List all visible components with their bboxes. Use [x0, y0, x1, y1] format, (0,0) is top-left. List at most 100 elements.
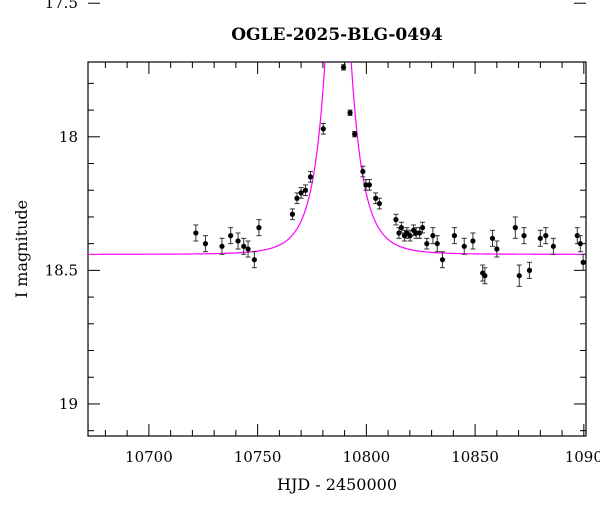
y-tick-label: 18.5 [45, 261, 78, 279]
point-marker [419, 225, 426, 231]
point-marker [543, 233, 549, 239]
data-point [424, 237, 430, 250]
data-point [461, 237, 467, 255]
data-point [302, 184, 309, 197]
point-marker [417, 230, 423, 236]
plot-frame [87, 61, 587, 437]
data-point [550, 237, 556, 255]
data-point [289, 208, 296, 221]
point-marker [376, 200, 383, 207]
x-axis-label: HJD - 2450000 [277, 475, 397, 494]
data-point [398, 221, 404, 234]
point-marker [434, 241, 440, 247]
point-marker [202, 241, 209, 247]
data-point [245, 240, 251, 258]
data-point [256, 219, 262, 237]
point-marker [373, 195, 379, 201]
data-point [434, 235, 440, 253]
point-marker [550, 243, 556, 249]
point-marker [494, 246, 500, 252]
point-marker [393, 217, 399, 223]
point-marker [256, 225, 262, 231]
data-point [451, 227, 458, 245]
data-point [419, 221, 426, 234]
x-tick-label: 1090 [565, 448, 600, 466]
data-point [193, 224, 199, 242]
data-point [366, 179, 373, 191]
x-tick-label: 10800 [342, 448, 390, 466]
point-marker [245, 246, 251, 252]
data-point [537, 229, 543, 247]
axis-ticks [88, 2, 586, 436]
point-marker [489, 235, 496, 241]
model-curve [88, 62, 586, 255]
point-marker [352, 131, 358, 137]
point-marker [461, 243, 467, 249]
point-marker [366, 182, 373, 188]
data-point [352, 130, 358, 138]
point-marker [526, 267, 533, 273]
point-marker [516, 273, 522, 279]
point-marker [580, 259, 586, 265]
point-marker [219, 243, 225, 249]
y-axis-label: I magnitude [12, 200, 31, 298]
point-marker [294, 195, 300, 201]
data-point [320, 122, 326, 135]
point-marker [235, 238, 241, 244]
x-tick-label: 10850 [451, 448, 499, 466]
point-marker [289, 211, 296, 217]
point-marker [302, 187, 309, 193]
point-marker [577, 241, 583, 247]
point-marker [512, 225, 518, 231]
data-point [417, 227, 423, 239]
data-point [298, 187, 304, 199]
point-marker [407, 233, 413, 239]
data-point [307, 171, 314, 183]
point-marker [451, 233, 458, 239]
data-point [526, 261, 533, 279]
data-point [219, 237, 225, 255]
x-tick-label: 10700 [125, 448, 173, 466]
data-point [577, 235, 583, 253]
point-marker [537, 235, 543, 241]
data-points [193, 64, 586, 287]
data-point [543, 227, 549, 245]
point-marker [482, 273, 488, 279]
data-point [512, 216, 518, 239]
data-point [360, 165, 366, 178]
chart-title: OGLE-2025-BLG-0494 [231, 25, 443, 45]
point-marker [251, 257, 257, 263]
point-marker [241, 243, 247, 249]
point-marker [193, 230, 199, 236]
data-point [376, 197, 383, 210]
data-point [241, 237, 247, 255]
data-point [393, 213, 399, 226]
y-tick-label: 18 [59, 128, 78, 146]
x-tick-label: 10750 [234, 448, 282, 466]
data-point [494, 240, 500, 258]
point-marker [521, 233, 527, 239]
point-marker [470, 238, 476, 244]
y-tick-label: 19 [59, 395, 78, 413]
point-marker [320, 126, 326, 132]
point-marker [228, 233, 234, 239]
point-marker [298, 190, 304, 196]
data-point [294, 192, 300, 205]
data-point [202, 235, 209, 253]
data-point [482, 267, 488, 285]
data-point [235, 232, 241, 250]
data-point [516, 264, 522, 287]
axis-tick-labels: 10700 10750 10800 10850 1090 17.5 18 18.5 19 [45, 0, 600, 466]
data-point [580, 253, 586, 271]
point-marker [439, 257, 446, 263]
data-point [340, 64, 347, 71]
data-point [489, 229, 496, 247]
point-marker [574, 233, 580, 239]
data-point [413, 227, 419, 239]
point-marker [430, 233, 436, 239]
point-marker [347, 110, 353, 116]
data-point [228, 227, 234, 245]
data-point [251, 251, 257, 269]
y-tick-label: 17.5 [45, 0, 78, 12]
